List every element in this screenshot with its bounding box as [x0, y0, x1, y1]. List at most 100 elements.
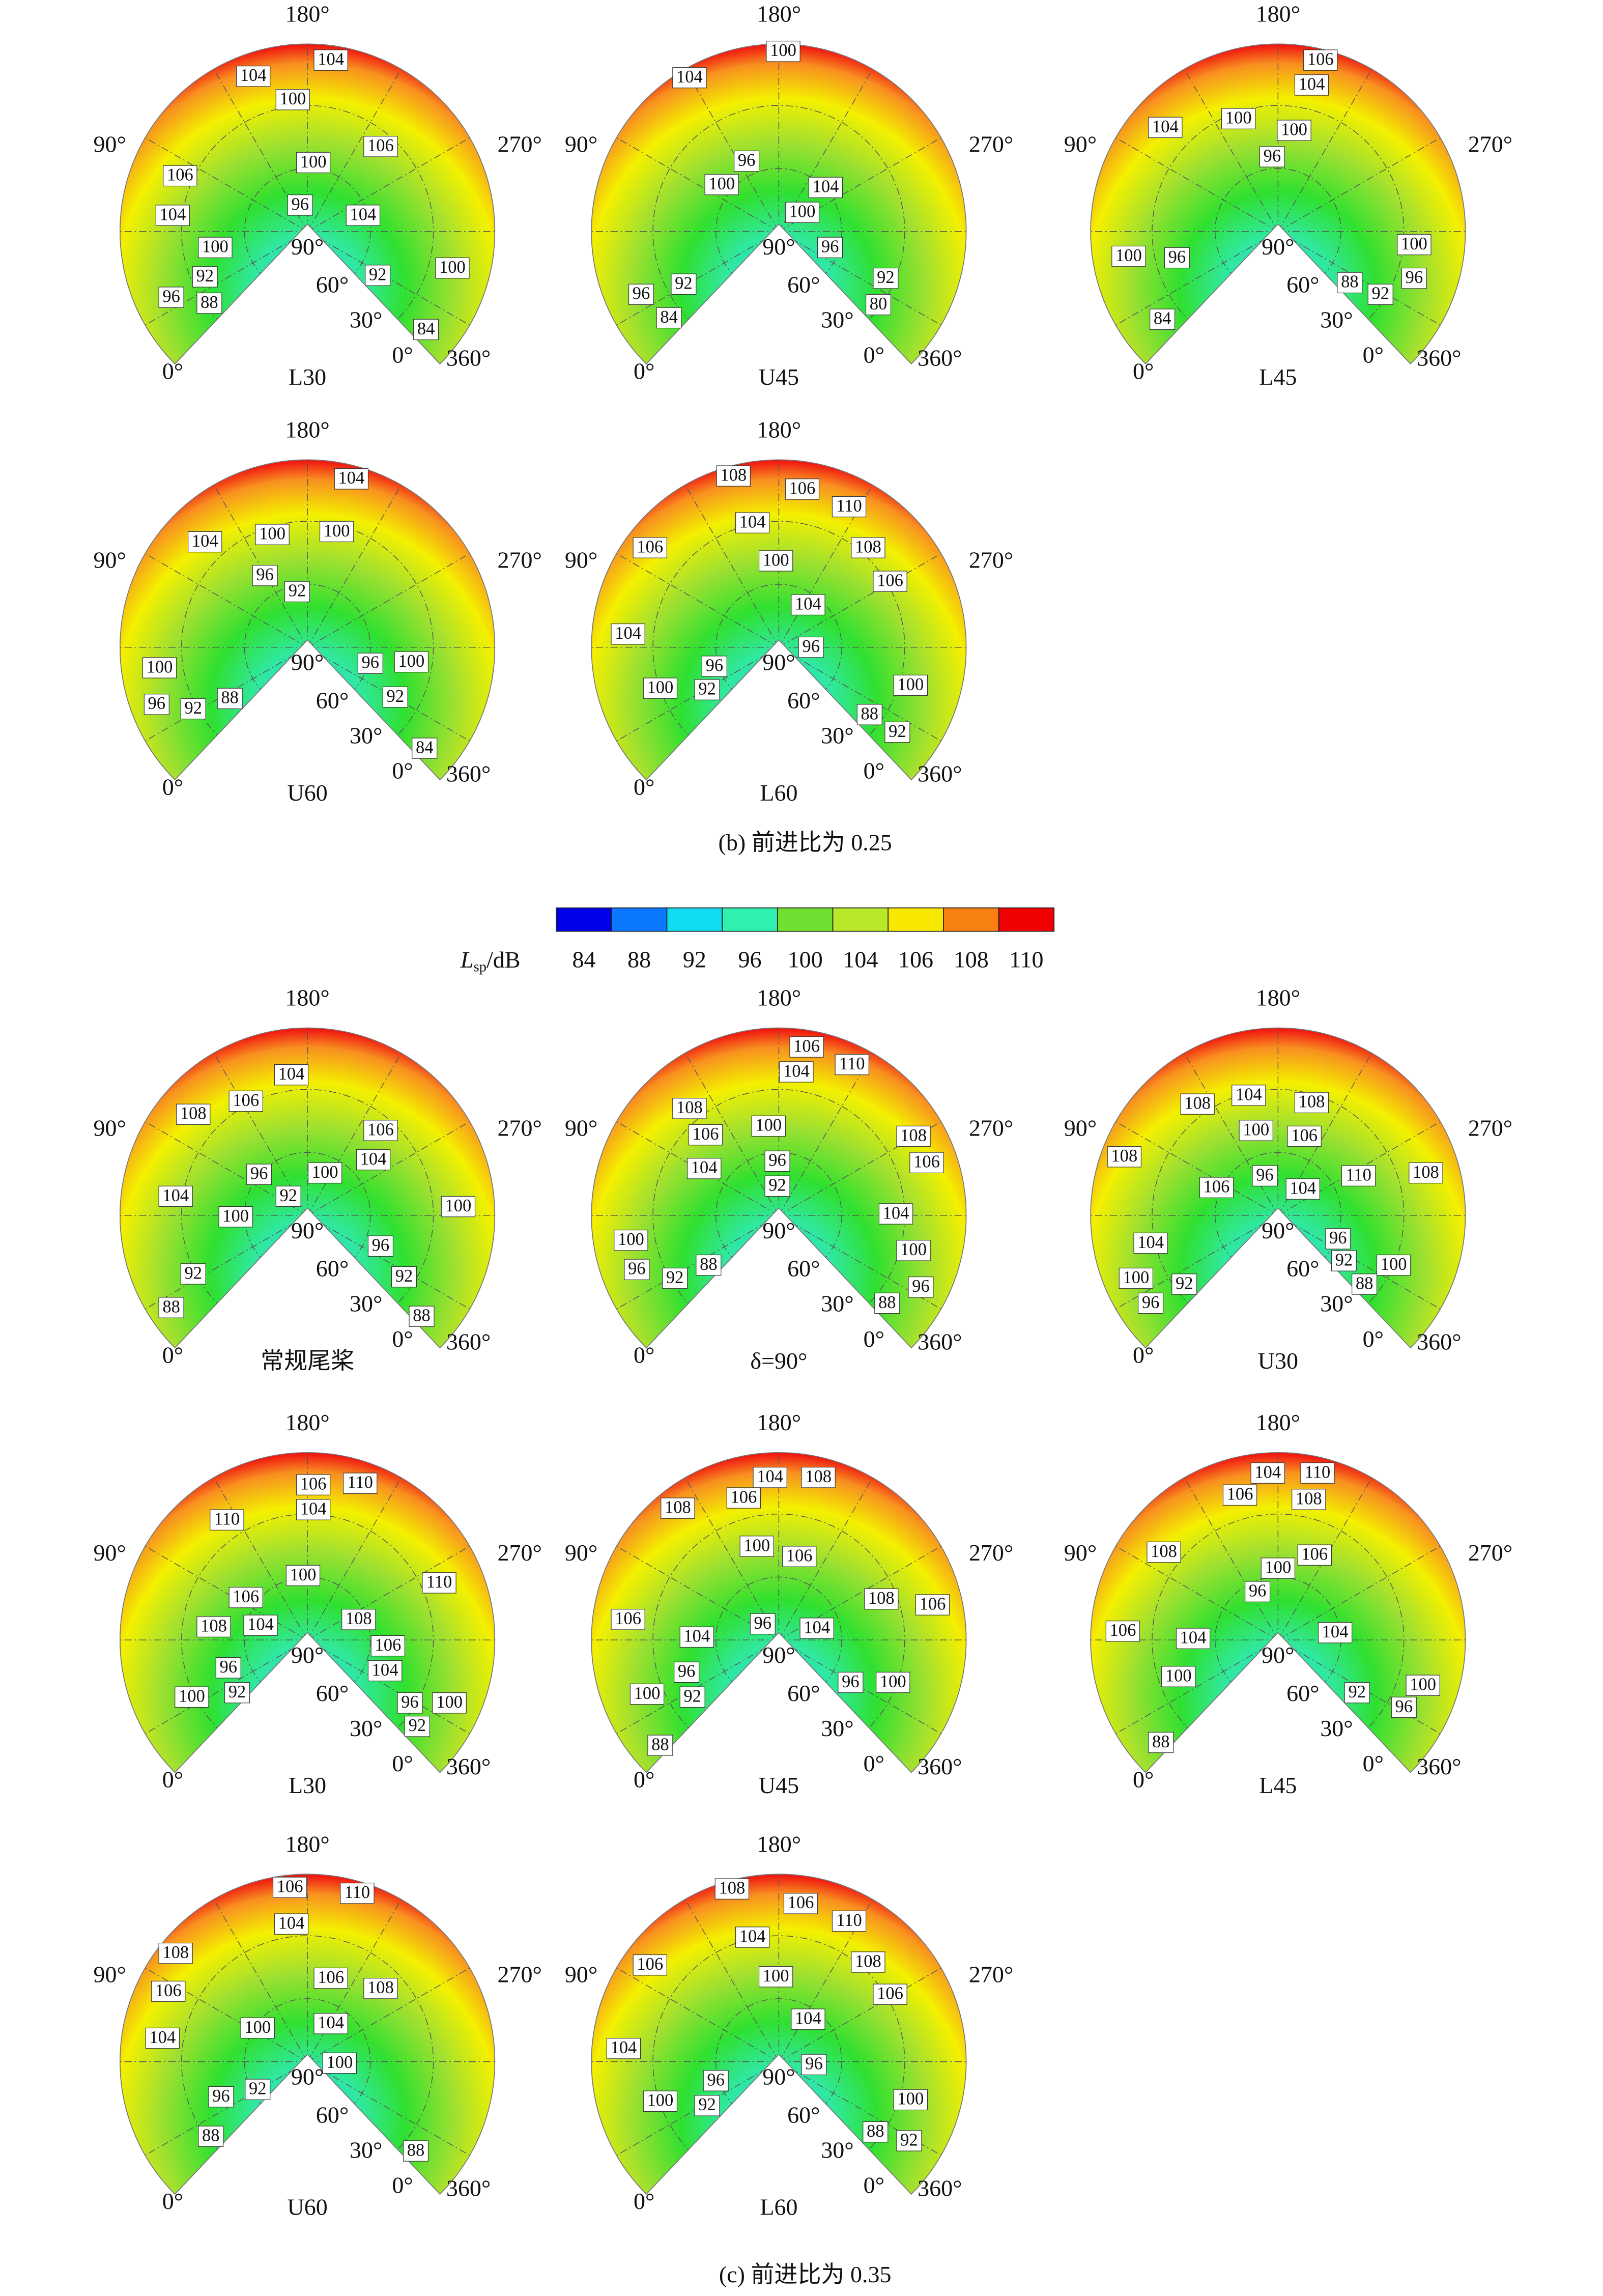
contour-label-box	[785, 202, 820, 223]
contour-label-box	[835, 1054, 869, 1075]
angle-label: 90°	[565, 547, 597, 573]
contour-label-box	[391, 1266, 417, 1288]
contour-label: 100	[1281, 120, 1307, 139]
angle-label: 30°	[821, 1291, 853, 1317]
contour-label: 106	[1291, 1126, 1318, 1145]
grid-spoke	[145, 553, 308, 648]
contour-label-box	[896, 1240, 931, 1261]
contour-label: 104	[1152, 117, 1179, 136]
contour-label-box	[611, 623, 645, 645]
contour-label: 104	[1290, 1178, 1316, 1198]
contour-label-box	[255, 524, 290, 545]
contour-label: 104	[318, 2013, 344, 2032]
contour-label-box	[144, 694, 169, 715]
contour-label-box	[851, 537, 885, 558]
polar-panel: 104 104 100 100 96 92 100 96 100 96 92 88 92 84 180° 90…	[94, 416, 542, 805]
contour-label: 100	[1410, 1675, 1436, 1694]
contour-label: 92	[1176, 1273, 1193, 1293]
angle-label: 0°	[864, 342, 884, 368]
contour-label: 88	[878, 1293, 896, 1312]
contour-label: 104	[1137, 1233, 1164, 1252]
angle-label: 60°	[787, 2102, 820, 2128]
grid-spoke	[1115, 231, 1278, 326]
contour-label-box	[1285, 1178, 1320, 1200]
contour-label: 100	[147, 657, 173, 676]
colorbar-box	[777, 907, 834, 932]
contour-label: 106	[1307, 49, 1334, 69]
colorbar-tick-label: 100	[788, 947, 823, 973]
contour-label-box	[851, 1951, 885, 1973]
grid-spoke	[1184, 1053, 1278, 1216]
contour-label-box	[180, 698, 206, 720]
contour-label: 108	[719, 1878, 745, 1897]
contour-label: 104	[795, 594, 821, 614]
contour-label-box	[1397, 234, 1432, 256]
contour-label-box	[915, 1594, 950, 1615]
angle-label: 270°	[969, 1540, 1013, 1566]
grid-circle	[1152, 105, 1405, 358]
grid-spoke	[1115, 1215, 1278, 1310]
contour-label-box	[176, 1103, 211, 1125]
contour-label: 100	[755, 1116, 782, 1135]
contour-label-box	[313, 49, 348, 71]
colorbar-box	[722, 907, 778, 932]
contour-label: 108	[201, 1617, 227, 1636]
panel-name: U30	[1258, 1348, 1298, 1374]
contour-label: 108	[1184, 1094, 1211, 1113]
contour-label-box	[224, 1682, 250, 1704]
outline	[120, 43, 496, 365]
contour-label-box	[1261, 1557, 1296, 1579]
contour-label: 96	[802, 637, 820, 656]
contour-label-box	[367, 1235, 393, 1257]
grid-spoke	[779, 647, 941, 742]
contour-label-box	[284, 581, 310, 603]
contour-label-box	[878, 1203, 913, 1225]
grid-spoke	[213, 1477, 308, 1640]
contour-label: 100	[789, 202, 816, 221]
contour-label-box	[873, 571, 907, 592]
contour-label: 96	[628, 1259, 646, 1279]
contour-label: 108	[1299, 1092, 1325, 1112]
panel-name: L45	[1259, 1772, 1297, 1798]
contour-label-box	[884, 721, 910, 743]
contour-label-box	[1232, 1085, 1266, 1106]
grid-spoke	[145, 1215, 308, 1310]
contour-label: 100	[618, 1230, 644, 1249]
grid-spoke	[778, 1053, 873, 1216]
contour-label-box	[735, 512, 770, 533]
contour-label-box	[1303, 49, 1338, 71]
angle-label: 90°	[94, 1115, 126, 1141]
contour-label-box	[287, 194, 313, 216]
contour-label: 108	[367, 1978, 394, 1997]
contour-label-box	[196, 1616, 231, 1637]
contour-label: 100	[202, 237, 228, 257]
angle-label: 30°	[350, 1291, 382, 1317]
angle-label: 0°	[634, 774, 654, 800]
contour-label: 88	[221, 688, 239, 707]
contour-label: 92	[386, 687, 404, 706]
angle-label: 60°	[787, 1256, 820, 1282]
contour-label: 100	[290, 1565, 317, 1584]
contour-label-box	[893, 2089, 928, 2111]
contour-label: 110	[839, 1054, 865, 1073]
angle-label: 0°	[162, 2188, 183, 2214]
contour-label: 96	[162, 287, 180, 306]
angle-label: 270°	[1468, 1115, 1512, 1141]
colorbar-box	[998, 907, 1055, 932]
contour-label-box	[766, 41, 800, 62]
contour-label-box	[215, 1657, 241, 1679]
contour-label: 110	[1346, 1166, 1371, 1185]
contour-label: 92	[289, 581, 306, 601]
contour-label-box	[158, 287, 184, 308]
angle-label: 0°	[1363, 1750, 1384, 1776]
grid-spoke	[684, 1899, 780, 2062]
angle-label: 0°	[162, 358, 183, 384]
angle-label: 90°	[565, 1540, 597, 1566]
contour-label: 100	[439, 258, 466, 277]
contour-label: 104	[691, 1158, 718, 1177]
contour-label: 100	[179, 1687, 205, 1706]
angle-label: 30°	[821, 307, 853, 333]
angle-label: 180°	[757, 1, 801, 26]
contour-label: 96	[842, 1672, 860, 1691]
angle-label: 30°	[350, 723, 382, 749]
